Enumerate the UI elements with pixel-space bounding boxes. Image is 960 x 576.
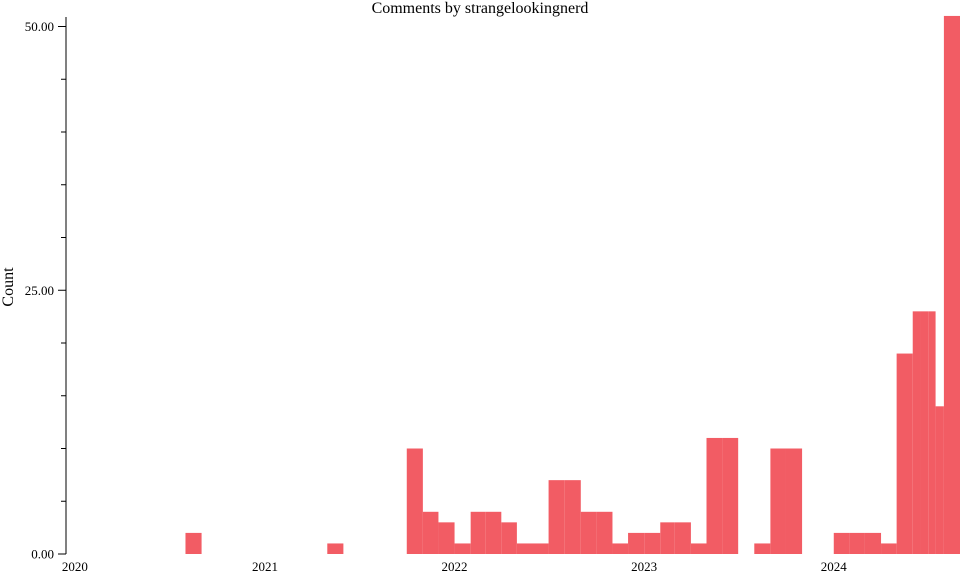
- bar: [580, 511, 597, 554]
- bar: [706, 437, 723, 554]
- bar: [660, 522, 675, 554]
- chart-title: Comments by strangelookingnerd: [372, 0, 589, 17]
- bar: [644, 532, 661, 554]
- bar: [833, 532, 850, 554]
- bar: [785, 448, 803, 554]
- bar: [770, 448, 786, 554]
- bar: [406, 448, 423, 554]
- y-tick-label: 50.00: [25, 19, 54, 34]
- bar: [690, 543, 707, 554]
- bar: [628, 532, 645, 554]
- bar: [185, 532, 202, 554]
- bar: [912, 311, 921, 554]
- bar: [928, 311, 936, 554]
- x-tick-label: 2021: [252, 559, 278, 574]
- bar: [943, 15, 960, 554]
- bar: [422, 511, 439, 554]
- bars-group: [185, 15, 960, 554]
- bar: [935, 406, 944, 554]
- x-tick-label: 2024: [821, 559, 848, 574]
- y-axis-title: Count: [0, 267, 17, 307]
- bar: [470, 511, 486, 554]
- bar: [896, 353, 913, 554]
- x-tick-label: 2020: [62, 559, 88, 574]
- y-axis: 0.00 25.00 50.00: [25, 17, 67, 562]
- bar: [722, 437, 739, 554]
- bar: [920, 311, 929, 554]
- bar: [849, 532, 865, 554]
- bar: [596, 511, 613, 554]
- bar: [881, 543, 897, 554]
- bar: [516, 543, 533, 554]
- y-tick-label: 0.00: [31, 547, 54, 562]
- bar: [564, 480, 581, 554]
- x-tick-label: 2022: [442, 559, 468, 574]
- bar: [533, 543, 549, 554]
- bar: [327, 543, 344, 554]
- bar: [438, 522, 455, 554]
- bar: [674, 522, 691, 554]
- bar: [864, 532, 882, 554]
- bar: [501, 522, 517, 554]
- x-axis: 2020 2021 2022 2023 2024: [62, 559, 847, 574]
- bar: [454, 543, 471, 554]
- bar: [754, 543, 771, 554]
- bar: [612, 543, 629, 554]
- y-tick-label: 25.00: [25, 283, 54, 298]
- bar: [485, 511, 502, 554]
- x-tick-label: 2023: [631, 559, 657, 574]
- bar: [548, 480, 565, 554]
